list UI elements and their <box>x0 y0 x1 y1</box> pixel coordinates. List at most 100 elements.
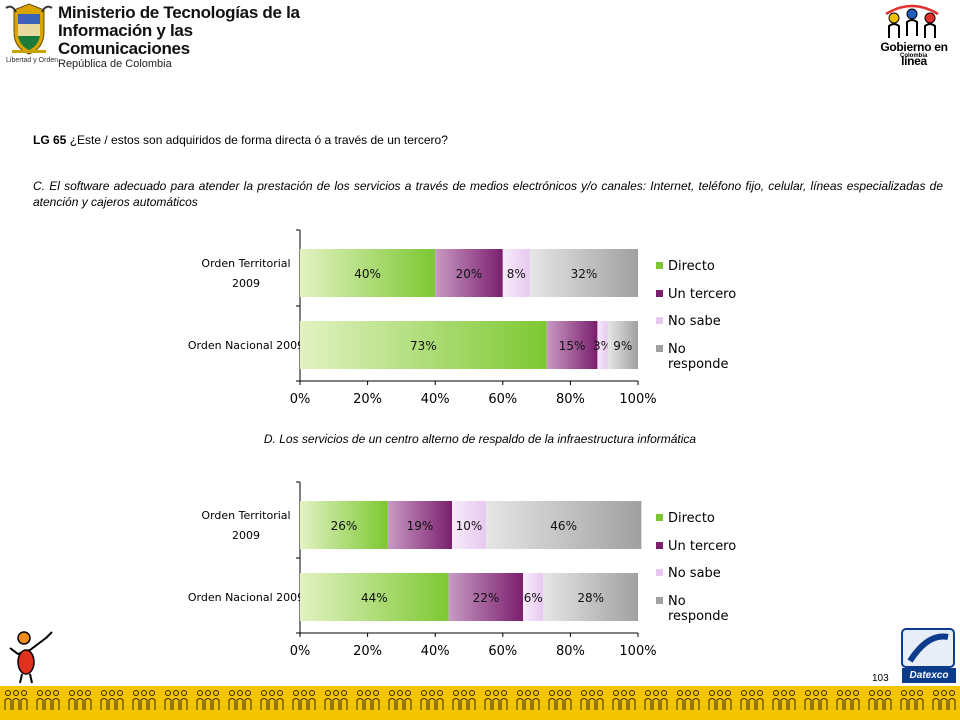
footer-figure-icon <box>580 690 604 710</box>
bar-segment <box>300 573 449 621</box>
data-label: 28% <box>577 591 604 605</box>
gel-logo-text: Gobierno en línea <box>880 40 948 68</box>
person-icon <box>9 631 53 684</box>
footer-figure-icon <box>356 690 380 710</box>
footer-figure-icon <box>36 690 60 710</box>
footer-figure-icon <box>196 690 220 710</box>
x-tick-label: 0% <box>290 644 311 659</box>
legend-label: No sabe <box>668 566 721 581</box>
bar-segment <box>529 249 638 297</box>
footer-figure-icon <box>708 690 732 710</box>
data-label: 9% <box>613 339 632 353</box>
ministry-name: Ministerio de Tecnologías de la Informac… <box>58 4 318 70</box>
data-label: 40% <box>354 267 381 281</box>
bar-segment <box>448 573 524 621</box>
footer-figure-icon <box>836 690 860 710</box>
data-label: 8% <box>507 267 526 281</box>
chart-d: 0% 20% 40% 60% 80% 100% Orden Territorial 2009 O… <box>188 481 736 659</box>
category-label: 2009 <box>232 529 260 542</box>
legend-label: No <box>668 594 686 609</box>
datexco-logo <box>901 628 955 668</box>
bar-segment <box>546 321 598 369</box>
section-c-title: C. El software adecuado para atender la … <box>33 179 943 209</box>
x-tick-label: 80% <box>556 644 585 659</box>
section-d-title: D. Los servicios de un centro alterno de… <box>263 432 697 446</box>
footer-figure-icon <box>420 690 444 710</box>
footer-figure-icon <box>324 690 348 710</box>
question-code: LG 65 <box>33 133 67 147</box>
category-label: Orden Territorial <box>201 257 290 270</box>
category-label: 2009 <box>232 277 260 290</box>
ministry-line-2: Información y las Comunicaciones <box>58 20 193 58</box>
question-line: LG 65 ¿Este / estos son adquiridos de fo… <box>33 133 448 147</box>
footer-figure-icon <box>676 690 700 710</box>
footer-figure-icon <box>772 690 796 710</box>
motto-text: Libertad y Orden <box>6 57 59 64</box>
x-tick-label: 0% <box>290 392 311 407</box>
legend-swatch <box>656 345 663 352</box>
data-label: 32% <box>571 267 598 281</box>
footer-figure-icon <box>868 690 892 710</box>
bar-segment <box>607 321 638 369</box>
data-label: 73% <box>410 339 437 353</box>
footer-figure-icon <box>68 690 92 710</box>
footer-figure-icon <box>516 690 540 710</box>
data-label: 10% <box>456 519 483 533</box>
x-tick-label: 100% <box>619 392 656 407</box>
bar-segment <box>452 501 486 549</box>
x-tick-label: 20% <box>353 392 382 407</box>
x-tick-label: 20% <box>353 644 382 659</box>
footer-figure-icon <box>548 690 572 710</box>
legend-label: Directo <box>668 511 715 526</box>
x-tick-label: 80% <box>556 392 585 407</box>
legend-label: No <box>668 342 686 357</box>
footer-figure-icon <box>4 690 28 710</box>
category-label: Orden Territorial <box>201 509 290 522</box>
footer-figure-icon <box>612 690 636 710</box>
legend-label: Un tercero <box>668 287 736 302</box>
bar-segment <box>300 501 388 549</box>
bar-segment <box>300 321 547 369</box>
x-tick-label: 40% <box>421 392 450 407</box>
legend-swatch <box>656 597 663 604</box>
bar-segment <box>502 249 530 297</box>
data-label: 20% <box>456 267 483 281</box>
bar-segment <box>435 249 503 297</box>
coat-of-arms-logo <box>5 3 53 55</box>
datexco-logo-text: Datexco <box>902 668 956 683</box>
legend-label: Directo <box>668 259 715 274</box>
chart-c: 0% 20% 40% 60% 80% 100% Orden Territorial 2009 O… <box>188 229 736 407</box>
footer-figure-icon <box>804 690 828 710</box>
footer-pattern-band <box>0 686 960 720</box>
data-label: 26% <box>331 519 358 533</box>
bar-segment <box>543 573 638 621</box>
x-tick-label: 40% <box>421 644 450 659</box>
data-label: 44% <box>361 591 388 605</box>
data-label: 46% <box>550 519 577 533</box>
legend-swatch <box>656 317 663 324</box>
x-tick-label: 60% <box>488 644 517 659</box>
legend-label: responde <box>668 609 729 624</box>
bar-segment <box>523 573 544 621</box>
ministry-line-1: Ministerio de Tecnologías de la <box>58 3 300 22</box>
footer-figure-icon <box>292 690 316 710</box>
data-label: 6% <box>524 591 543 605</box>
category-label: Orden Nacional 2009 <box>188 591 304 604</box>
question-text: ¿Este / estos son adquiridos de forma di… <box>66 133 448 147</box>
footer-band-background <box>0 686 960 720</box>
legend-label: No sabe <box>668 314 721 329</box>
footer-figure-icon <box>132 690 156 710</box>
data-label: 15% <box>559 339 586 353</box>
footer-figure-icon <box>900 690 924 710</box>
legend-label: Un tercero <box>668 539 736 554</box>
footer-figure-icon <box>260 690 284 710</box>
data-label: 3% <box>593 339 612 353</box>
legend-swatch <box>656 569 663 576</box>
footer-figure-icon <box>452 690 476 710</box>
data-label: 22% <box>473 591 500 605</box>
legend-swatch <box>656 542 663 549</box>
page-number: 103 <box>872 673 889 684</box>
footer-figure-icon <box>388 690 412 710</box>
bar-segment <box>387 501 453 549</box>
footer-figure-icon <box>932 690 956 710</box>
